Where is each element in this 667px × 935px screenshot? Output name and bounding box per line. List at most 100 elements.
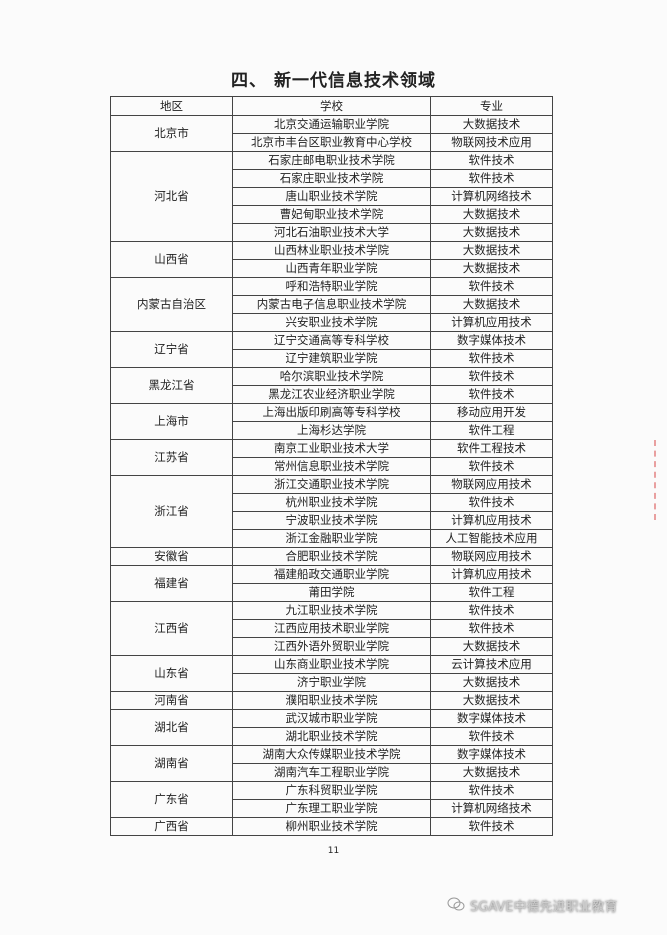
- major-cell: 物联网应用技术: [430, 547, 553, 566]
- school-cell: 濮阳职业技术学院: [232, 691, 431, 710]
- region-cell: 广东省: [110, 781, 233, 818]
- major-cell: 软件技术: [430, 349, 553, 368]
- table-row: 山西省 山西林业职业技术学院 大数据技术: [110, 241, 553, 278]
- school-cell: 江西外语外贸职业学院: [232, 637, 431, 656]
- school-cell: 辽宁建筑职业学院: [232, 349, 431, 368]
- major-cell: 软件技术: [430, 493, 553, 512]
- school-cell: 黑龙江农业经济职业学院: [232, 385, 431, 404]
- school-cell: 杭州职业技术学院: [232, 493, 431, 512]
- region-cell: 山东省: [110, 655, 233, 692]
- school-cell: 上海出版印刷高等专科学校: [232, 403, 431, 422]
- region-cell: 山西省: [110, 241, 233, 278]
- region-cell: 河北省: [110, 151, 233, 242]
- region-cell: 湖北省: [110, 709, 233, 746]
- major-cell: 软件技术: [430, 727, 553, 746]
- school-cell: 莆田学院: [232, 583, 431, 602]
- school-cell: 辽宁交通高等专科学校: [232, 331, 431, 350]
- school-cell: 上海杉达学院: [232, 421, 431, 440]
- watermark: SGAVE中德先进职业教育: [470, 900, 618, 915]
- table-row: 江西省 九江职业技术学院 软件技术: [110, 601, 553, 656]
- major-cell: 物联网应用技术: [430, 475, 553, 494]
- region-cell: 福建省: [110, 565, 233, 602]
- major-cell: 云计算技术应用: [430, 655, 553, 674]
- major-cell: 软件技术: [430, 619, 553, 638]
- major-cell: 软件技术: [430, 169, 553, 188]
- table-row: 广西省 柳州职业技术学院 软件技术: [110, 817, 553, 836]
- major-cell: 数字媒体技术: [430, 331, 553, 350]
- region-cell: 黑龙江省: [110, 367, 233, 404]
- table-row: 广东理工职业学院 计算机网络技术: [111, 799, 553, 818]
- school-cell: 江西应用技术职业学院: [232, 619, 431, 638]
- table-row: 杭州职业技术学院 软件技术: [111, 493, 553, 512]
- major-cell: 移动应用开发: [430, 403, 553, 422]
- school-cell: 石家庄职业技术学院: [232, 169, 431, 188]
- major-cell: 大数据技术: [430, 637, 553, 656]
- region-cell: 江苏省: [110, 439, 233, 476]
- major-cell: 软件技术: [430, 781, 553, 800]
- school-cell: 常州信息职业技术学院: [232, 457, 431, 476]
- major-cell: 软件工程: [430, 421, 553, 440]
- major-cell: 软件技术: [430, 367, 553, 386]
- school-cell: 曹妃甸职业技术学院: [232, 205, 431, 224]
- school-cell: 内蒙古电子信息职业技术学院: [232, 295, 431, 314]
- school-cell: 哈尔滨职业技术学院: [232, 367, 431, 386]
- table-row: 福建省 福建船政交通职业学院 计算机应用技术: [110, 565, 553, 602]
- major-cell: 软件工程技术: [430, 439, 553, 458]
- wechat-icon: [447, 897, 465, 911]
- school-cell: 福建船政交通职业学院: [232, 565, 431, 584]
- table-row: 济宁职业学院 大数据技术: [111, 673, 553, 692]
- table-row: 辽宁建筑职业学院 软件技术: [111, 349, 553, 368]
- major-cell: 物联网技术应用: [430, 133, 553, 152]
- header-cell: 地区: [110, 96, 233, 116]
- school-cell: 广东理工职业学院: [232, 799, 431, 818]
- major-cell: 大数据技术: [430, 205, 553, 224]
- table-row: 辽宁省 辽宁交通高等专科学校 数字媒体技术: [110, 331, 553, 368]
- table-row: 上海市 上海出版印刷高等专科学校 移动应用开发: [110, 403, 553, 440]
- region-cell: 安徽省: [110, 547, 233, 566]
- school-cell: 浙江交通职业技术学院: [232, 475, 431, 494]
- region-cell: 北京市: [110, 115, 233, 152]
- major-cell: 计算机网络技术: [430, 799, 553, 818]
- major-cell: 大数据技术: [430, 241, 553, 260]
- school-cell: 柳州职业技术学院: [232, 817, 431, 836]
- region-cell: 浙江省: [110, 475, 233, 548]
- table-row: 湖北职业技术学院 软件技术: [111, 727, 553, 746]
- major-cell: 大数据技术: [430, 115, 553, 134]
- table-row: 河北石油职业技术大学 大数据技术: [111, 223, 553, 242]
- table-row: 黑龙江省 哈尔滨职业技术学院 软件技术: [110, 367, 553, 404]
- table-row: 内蒙古电子信息职业技术学院 大数据技术: [111, 295, 553, 314]
- major-cell: 软件技术: [430, 151, 553, 170]
- table-row: 广东省 广东科贸职业学院 软件技术: [110, 781, 553, 818]
- table-row: 河北省 石家庄邮电职业技术学院 软件技术: [110, 151, 553, 242]
- school-cell: 宁波职业技术学院: [232, 511, 431, 530]
- school-cell: 九江职业技术学院: [232, 601, 431, 620]
- major-cell: 计算机应用技术: [430, 565, 553, 584]
- major-cell: 大数据技术: [430, 223, 553, 242]
- major-cell: 软件技术: [430, 385, 553, 404]
- region-cell: 江西省: [110, 601, 233, 656]
- school-cell: 山西青年职业学院: [232, 259, 431, 278]
- school-cell: 唐山职业技术学院: [232, 187, 431, 206]
- table-row: 常州信息职业技术学院 软件技术: [111, 457, 553, 476]
- major-cell: 数字媒体技术: [430, 709, 553, 728]
- major-cell: 大数据技术: [430, 295, 553, 314]
- table-row: 安徽省 合肥职业技术学院 物联网应用技术: [110, 547, 553, 566]
- table-row: 湖北省 武汉城市职业学院 数字媒体技术: [110, 709, 553, 746]
- major-cell: 数字媒体技术: [430, 745, 553, 764]
- region-cell: 内蒙古自治区: [110, 277, 233, 332]
- major-cell: 计算机网络技术: [430, 187, 553, 206]
- major-cell: 软件技术: [430, 817, 553, 836]
- major-cell: 大数据技术: [430, 259, 553, 278]
- table-row: 北京市 北京交通运输职业学院 大数据技术: [110, 115, 553, 152]
- school-cell: 广东科贸职业学院: [232, 781, 431, 800]
- header-cell: 学校: [232, 96, 431, 116]
- school-cell: 北京市丰台区职业教育中心学校: [232, 133, 431, 152]
- table-row: 浙江省 浙江交通职业技术学院 物联网应用技术: [110, 475, 553, 548]
- header-cell: 专业: [430, 96, 553, 116]
- school-cell: 石家庄邮电职业技术学院: [232, 151, 431, 170]
- title: 四、 新一代信息技术领域: [231, 71, 436, 91]
- school-cell: 湖南汽车工程职业学院: [232, 763, 431, 782]
- region-cell: 上海市: [110, 403, 233, 440]
- major-cell: 软件技术: [430, 601, 553, 620]
